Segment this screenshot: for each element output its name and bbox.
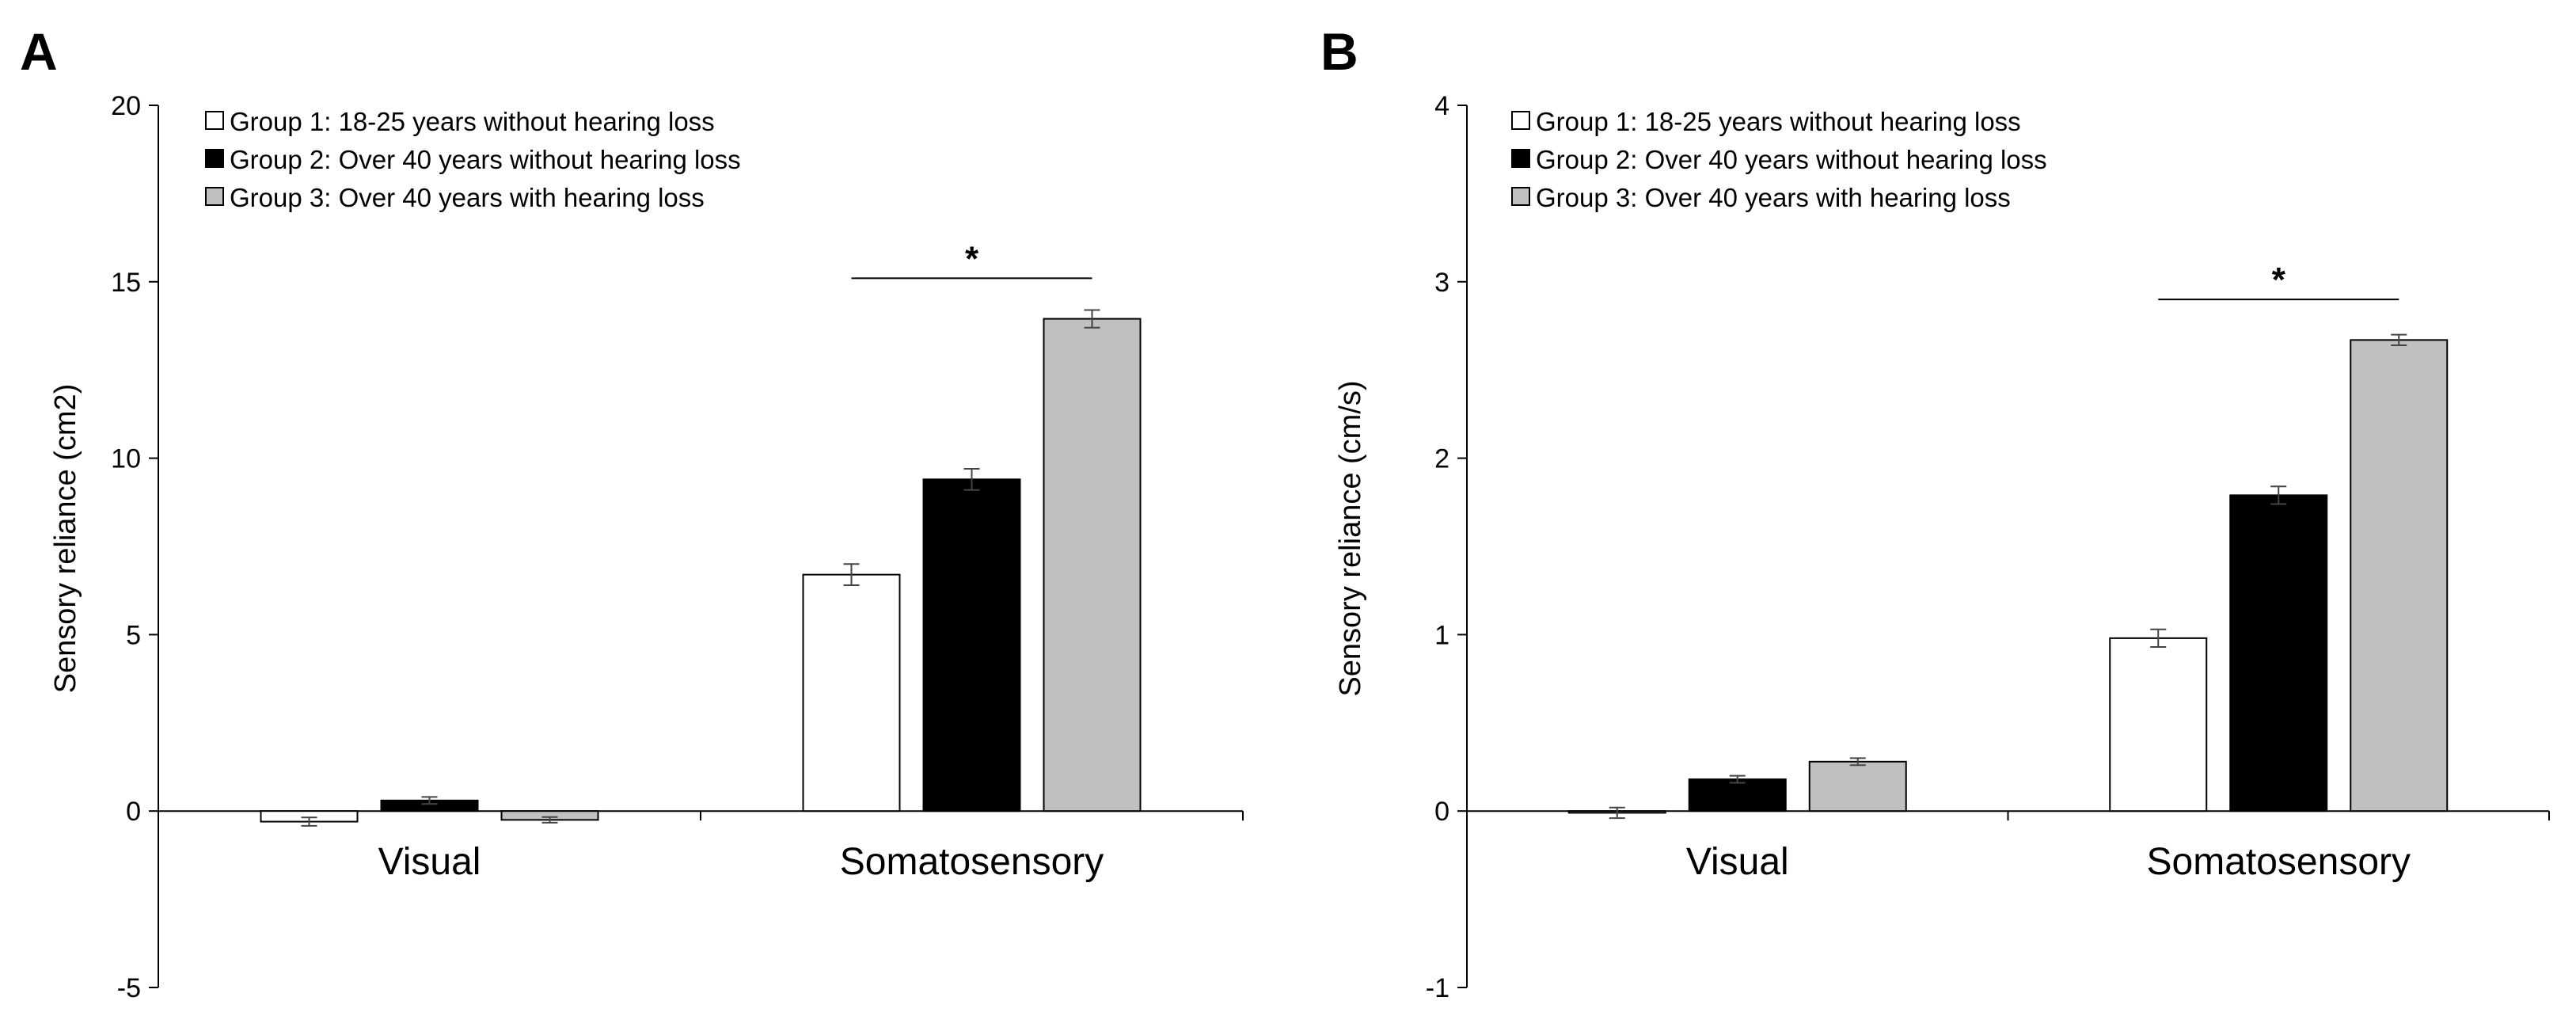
significance-marker: *	[965, 239, 979, 278]
legend-swatch-group-2	[1511, 149, 1530, 168]
bar-somatosensory-group-3	[2350, 339, 2449, 812]
y-tick-label: 10	[111, 444, 141, 474]
legend-label-group-3: Group 3: Over 40 years with hearing loss	[1536, 183, 2011, 212]
bar-somatosensory-group-3	[1043, 318, 1142, 812]
significance-marker: *	[2272, 261, 2286, 299]
bar-visual-group-2	[1688, 778, 1787, 812]
legend-swatch-group-3	[205, 187, 224, 206]
category-label: Somatosensory	[2147, 841, 2411, 883]
bar-somatosensory-group-2	[922, 478, 1021, 812]
y-axis-label: Sensory reliance (cm2)	[49, 384, 82, 694]
y-tick-label: 5	[126, 620, 141, 650]
category-label: Visual	[1686, 841, 1789, 883]
y-tick-label: 15	[111, 268, 141, 298]
legend-label-group-2: Group 2: Over 40 years without hearing l…	[230, 145, 741, 174]
bar-somatosensory-group-1	[802, 573, 901, 812]
legend-swatch-group-1	[205, 111, 224, 130]
category-label: Visual	[378, 841, 481, 883]
legend-label-group-3: Group 3: Over 40 years with hearing loss	[230, 183, 705, 212]
legend-label-group-1: Group 1: 18-25 years without hearing los…	[230, 107, 715, 136]
bar-visual-group-3	[1808, 760, 1907, 812]
y-tick-label: 4	[1434, 91, 1449, 121]
y-tick-label: 0	[126, 797, 141, 827]
legend-swatch-group-1	[1511, 111, 1530, 130]
legend-label-group-1: Group 1: 18-25 years without hearing los…	[1536, 107, 2021, 136]
bar-somatosensory-group-1	[2109, 637, 2208, 812]
y-tick-label: 0	[1434, 797, 1449, 827]
y-tick-label: -1	[1426, 973, 1449, 1003]
panel-label: A	[20, 22, 58, 81]
legend-swatch-group-3	[1511, 187, 1530, 206]
y-tick-label: 1	[1434, 620, 1449, 650]
legend-label-group-2: Group 2: Over 40 years without hearing l…	[1536, 145, 2047, 174]
y-tick-label: 3	[1434, 268, 1449, 298]
chart-panel-b: B -1 0 1 2 3 4 Sensory reliance (cm/s) Visual Som…	[1320, 22, 2550, 1003]
panel-label: B	[1320, 22, 1358, 81]
bar-somatosensory-group-2	[2229, 494, 2328, 812]
y-tick-label: 2	[1434, 444, 1449, 474]
category-label: Somatosensory	[840, 841, 1104, 883]
y-tick-label: 20	[111, 91, 141, 121]
chart-panel-a: A -5 0 5 10 15 20 Sensory reliance (cm2) Visual S…	[20, 22, 1244, 1003]
legend-swatch-group-2	[205, 149, 224, 168]
y-axis-label: Sensory reliance (cm/s)	[1334, 380, 1367, 696]
y-tick-label: -5	[117, 973, 141, 1003]
